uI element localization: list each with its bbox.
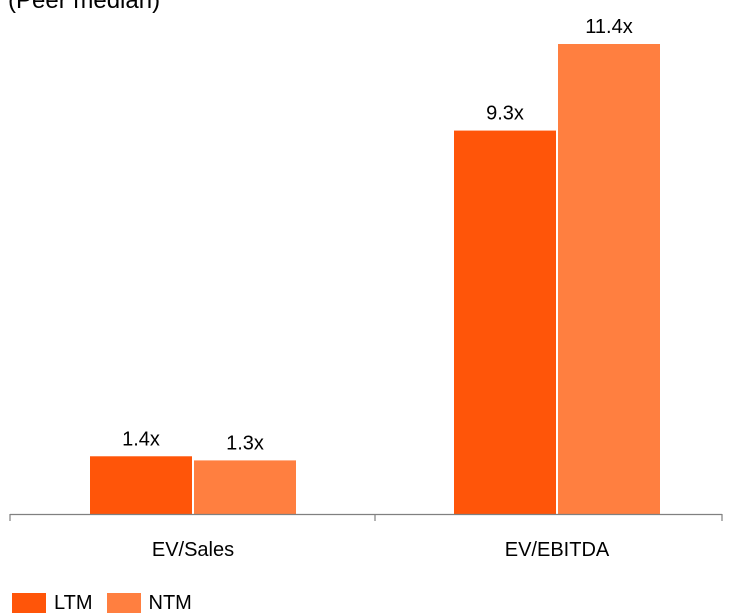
x-tick-label-1: EV/EBITDA [505, 539, 610, 561]
data-label-ntm-1: 11.4x [585, 16, 632, 38]
bar-ltm-0 [90, 456, 192, 514]
data-label-ltm-1: 9.3x [486, 103, 524, 125]
legend-swatch-ltm [12, 593, 46, 613]
bar-chart: 1.4x 1.3x EV/Sales 9.3x 11.4x EV/EBITDA [9, 16, 723, 561]
data-label-ntm-0: 1.3x [226, 432, 264, 454]
legend-label-ntm: NTM [148, 592, 192, 614]
bar-ntm-0 [194, 460, 296, 514]
legend-item-ltm: LTM [12, 592, 93, 614]
chart-title: (Peer median) [8, 0, 161, 14]
legend-item-ntm: NTM [106, 592, 192, 614]
legend-label-ltm: LTM [54, 592, 93, 614]
x-tick-label-0: EV/Sales [152, 539, 234, 561]
legend-swatch-ntm [106, 593, 141, 613]
data-label-ltm-0: 1.4x [122, 428, 160, 450]
bar-ltm-1 [454, 130, 556, 514]
bar-ntm-1 [558, 44, 660, 514]
legend: LTM NTM [12, 592, 206, 614]
